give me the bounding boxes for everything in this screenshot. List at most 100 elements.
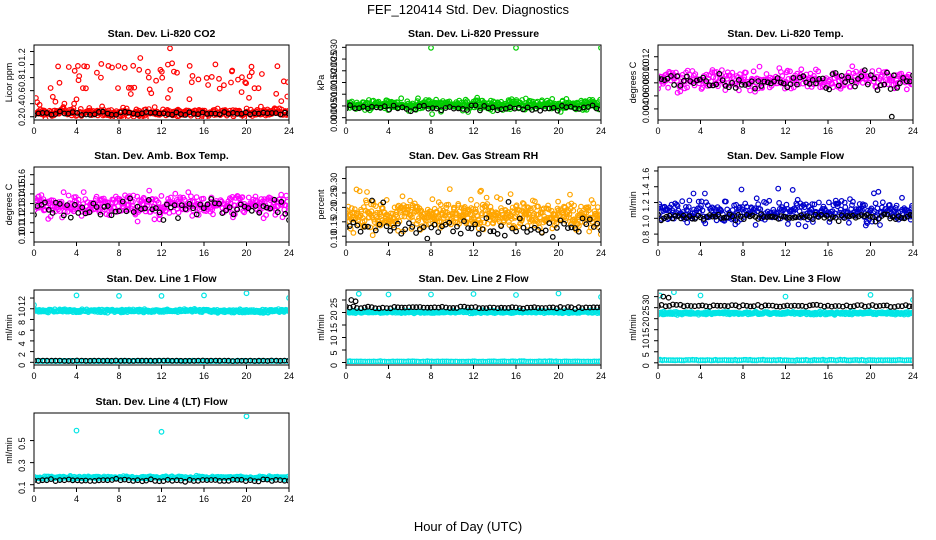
data-point	[753, 195, 760, 202]
data-point	[910, 357, 912, 363]
data-point	[251, 110, 258, 117]
figure-xlabel: Hour of Day (UTC)	[414, 519, 522, 534]
data-point	[865, 303, 872, 310]
data-point	[834, 203, 841, 210]
data-point	[479, 210, 485, 217]
data-point	[520, 224, 527, 231]
data-point	[49, 93, 56, 100]
data-point	[42, 199, 48, 206]
data-point	[246, 94, 252, 101]
data-point	[537, 107, 544, 114]
data-point	[216, 85, 223, 92]
data-point	[828, 303, 835, 310]
panel-3: Stan. Dev. Li-820 Temp.0 4 8 12 16 20 240.0040…	[628, 28, 918, 136]
y-axis-label: Licor ppm	[4, 63, 14, 103]
data-point	[481, 219, 488, 226]
x-tick-label: 8	[428, 126, 433, 136]
data-point	[378, 213, 385, 220]
data-point	[383, 223, 390, 230]
data-point	[263, 204, 270, 211]
data-point	[435, 304, 442, 311]
data-point	[869, 213, 876, 220]
data-point	[821, 303, 828, 310]
data-point	[433, 96, 440, 103]
data-point	[597, 231, 600, 237]
data-point	[438, 107, 445, 114]
y-tick-label: 0.010	[329, 86, 339, 109]
x-tick-label: 24	[596, 126, 606, 136]
data-point	[263, 212, 270, 219]
data-point	[743, 69, 749, 76]
data-point	[220, 82, 227, 89]
y-axis-label: percent	[316, 189, 326, 220]
data-point	[446, 305, 453, 311]
data-point	[566, 211, 573, 218]
data-point	[52, 98, 59, 105]
data-point	[214, 105, 221, 112]
x-tick-label: 20	[241, 371, 251, 381]
data-point	[823, 212, 830, 219]
x-tick-label: 16	[823, 248, 833, 258]
data-point	[713, 81, 720, 88]
data-point	[216, 200, 222, 207]
data-point	[497, 195, 504, 202]
data-point	[347, 303, 349, 310]
data-point	[784, 67, 791, 74]
y-tick-label: 0.2	[17, 113, 27, 126]
data-point	[409, 214, 415, 221]
data-point	[374, 209, 381, 216]
y-tick-label: 0.4	[17, 100, 27, 113]
points-group	[659, 63, 912, 119]
data-point	[205, 82, 212, 88]
data-point	[286, 295, 288, 301]
data-point	[891, 304, 898, 310]
x-tick-label: 16	[823, 126, 833, 136]
x-tick-label: 8	[428, 371, 433, 381]
data-point	[182, 206, 189, 213]
panel-title: Stan. Dev. Li-820 CO2	[108, 28, 216, 40]
data-point	[688, 303, 694, 309]
data-point	[590, 224, 597, 230]
y-tick-label: 0.008	[641, 75, 651, 98]
data-point	[234, 206, 241, 213]
data-point	[699, 207, 706, 214]
data-point	[516, 305, 523, 312]
data-point	[747, 303, 754, 310]
data-point	[829, 71, 836, 77]
data-point	[158, 293, 165, 299]
data-point	[398, 304, 405, 311]
panel-title: Stan. Dev. Line 1 Flow	[106, 273, 217, 285]
data-point	[663, 207, 670, 214]
data-point	[778, 79, 784, 86]
data-point	[116, 293, 122, 299]
data-point	[395, 220, 401, 227]
data-point	[714, 302, 721, 309]
data-point	[849, 202, 855, 209]
data-point	[212, 357, 219, 364]
data-point	[710, 74, 717, 81]
data-point	[473, 202, 480, 208]
data-point	[115, 85, 121, 91]
data-point	[816, 199, 822, 206]
data-point	[684, 84, 690, 91]
data-point	[398, 230, 405, 237]
data-point	[241, 114, 248, 119]
data-point	[832, 214, 839, 221]
x-tick-label: 8	[740, 371, 745, 381]
data-point	[826, 86, 833, 93]
data-point	[169, 111, 176, 118]
data-point	[245, 194, 252, 201]
data-point	[93, 69, 100, 76]
data-point	[910, 77, 912, 84]
data-point	[170, 208, 177, 215]
data-point	[278, 98, 285, 104]
panel-title: Stan. Dev. Sample Flow	[727, 150, 845, 162]
data-point	[428, 224, 435, 231]
data-point	[476, 305, 483, 312]
data-point	[509, 225, 516, 232]
data-point	[825, 302, 831, 309]
data-point	[709, 213, 716, 220]
data-point	[528, 304, 534, 311]
data-point	[248, 63, 255, 70]
